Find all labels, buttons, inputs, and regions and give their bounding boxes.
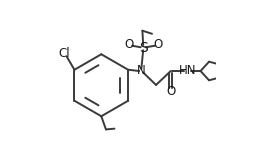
Text: N: N	[137, 64, 146, 78]
Text: O: O	[124, 38, 134, 51]
Text: HN: HN	[179, 64, 197, 78]
Text: O: O	[153, 38, 163, 51]
Text: Cl: Cl	[58, 47, 70, 60]
Text: S: S	[139, 41, 148, 55]
Text: O: O	[166, 85, 175, 98]
